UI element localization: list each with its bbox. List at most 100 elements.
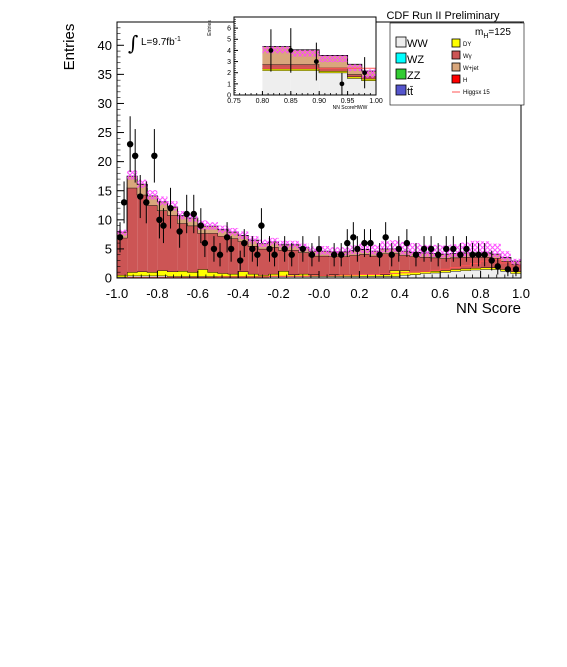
- y-tick-label: 30: [98, 96, 112, 111]
- data-point: [330, 251, 338, 258]
- data-point: [481, 251, 488, 258]
- integral-sign: ∫: [128, 31, 138, 55]
- stack-bar-w: [500, 261, 511, 270]
- uncertainty-band: [187, 214, 198, 222]
- data-point: [126, 140, 134, 148]
- stack-bar-wjet: [147, 195, 158, 206]
- data-point: [271, 251, 278, 258]
- inset-chart: 0.75 0.80 0.85 0.90 0.95 1.00 0 1 2 3 4 5 6 NN ScoreH…: [207, 16, 383, 111]
- data-point: [488, 257, 495, 264]
- uncertainty-band: [361, 69, 376, 78]
- data-point: [388, 251, 395, 258]
- stack-bar-w: [460, 257, 471, 269]
- x-tick-label: -0.0: [308, 286, 330, 301]
- uncertainty-band: [218, 225, 229, 234]
- uncertainty-band: [409, 243, 420, 256]
- uncertainty-band: [248, 236, 259, 244]
- x-tick-label: 0.95: [341, 98, 355, 105]
- uncertainty-band: [262, 46, 291, 54]
- data-point: [350, 234, 357, 241]
- uncertainty-band: [278, 240, 289, 249]
- stack-bar-dy: [319, 71, 348, 73]
- stack-bar-ww: [349, 276, 360, 278]
- stack-bar-ww: [399, 275, 410, 278]
- data-point: [183, 210, 190, 218]
- data-point: [266, 245, 273, 253]
- y-tick-label: 3: [227, 59, 231, 66]
- stack-bar-w: [409, 256, 420, 273]
- stack-bar-w: [450, 257, 461, 270]
- uncertainty-band: [207, 222, 218, 230]
- data-point: [427, 245, 435, 253]
- stack-bar-dy: [470, 268, 481, 270]
- stack-bar-w: [349, 255, 360, 276]
- x-tick-label: 0.85: [284, 98, 298, 105]
- stack-bar-ww: [308, 276, 319, 278]
- stack-bar-ww: [379, 276, 390, 278]
- stack-bar-dy: [177, 271, 188, 277]
- stack-bar-dy: [278, 271, 289, 277]
- uncertainty-band: [268, 237, 279, 246]
- uncertainty-band: [399, 241, 410, 255]
- stack-bar-w: [248, 246, 259, 274]
- stack-bar-w: [480, 257, 491, 268]
- legend-label: ZZ: [407, 70, 421, 82]
- stack-bar-ww: [298, 276, 309, 278]
- stack-bar-w: [187, 225, 198, 273]
- data-point: [361, 239, 368, 247]
- stack-bar-ww: [430, 272, 441, 278]
- uncertainty-band: [288, 240, 299, 249]
- data-point: [176, 228, 183, 235]
- luminosity-label: L=9.7fb-1: [141, 36, 181, 48]
- data-point: [367, 239, 374, 247]
- uncertainty-band: [470, 240, 481, 257]
- stack-bar-dy: [207, 272, 218, 277]
- uncertainty-band: [137, 179, 148, 188]
- stack-bar-ww: [278, 276, 289, 278]
- data-point: [160, 222, 167, 229]
- stack-bar-ww: [450, 271, 461, 278]
- stack-bar-w: [147, 205, 158, 273]
- data-point: [382, 234, 389, 241]
- data-point: [494, 263, 501, 270]
- y-tick-label: 6: [227, 26, 231, 33]
- data-point: [137, 193, 144, 200]
- data-point: [258, 222, 265, 229]
- stack-bar-ww: [470, 269, 481, 278]
- stack-bar-dy: [262, 68, 291, 71]
- stack-bar-w: [319, 255, 330, 276]
- legend-swatch: [451, 62, 461, 72]
- stack-bar-w: [430, 257, 441, 272]
- stack-bar-w: [268, 247, 279, 274]
- legend-label: tt̄: [407, 86, 413, 98]
- stack-bar-w: [339, 256, 350, 275]
- stack-bar-dy: [157, 270, 168, 276]
- stack-bar-ww: [147, 275, 158, 278]
- uncertainty-band: [228, 227, 239, 236]
- plot-frame: [233, 16, 377, 96]
- stack-bar-ww: [117, 276, 128, 278]
- x-tick-label: 0.80: [256, 98, 270, 105]
- stack-bar-w: [228, 238, 239, 274]
- legend-right-column: DY Wγ W+jet H Higgsx 15: [451, 38, 490, 96]
- data-point: [395, 245, 402, 253]
- y-tick-label: 40: [98, 38, 112, 53]
- stack-bar-ww: [490, 269, 501, 278]
- data-point: [254, 251, 261, 258]
- data-point: [313, 59, 319, 64]
- legend-swatch: [451, 38, 461, 48]
- data-point: [299, 245, 307, 253]
- stack-bar-dy: [127, 272, 138, 276]
- stack-bar-dy: [147, 272, 158, 276]
- uncertainty-band: [480, 241, 491, 257]
- stack-bar-ww: [409, 274, 420, 278]
- stack-bar-w: [117, 237, 128, 276]
- uncertainty-band: [319, 55, 348, 63]
- stack-bar-dy: [268, 273, 279, 277]
- stack-bar-dy: [349, 275, 360, 277]
- x-tick-label: -0.8: [146, 286, 168, 301]
- stack-bar-ww: [361, 80, 376, 95]
- x-tick-label: -0.4: [227, 286, 249, 301]
